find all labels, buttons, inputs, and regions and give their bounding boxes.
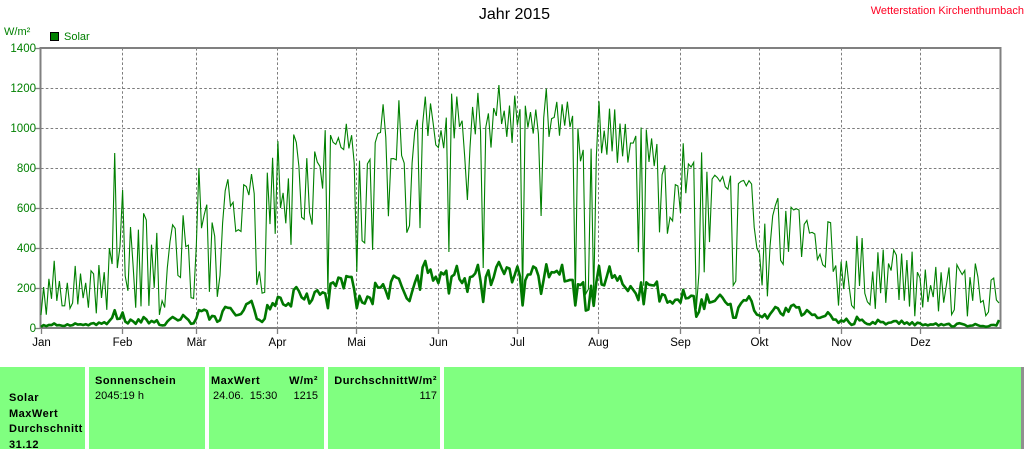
svg-text:Feb: Feb [113,337,133,349]
svg-text:200: 200 [17,283,36,295]
svg-text:Jun: Jun [429,337,448,349]
svg-text:Aug: Aug [588,337,608,349]
svg-text:0: 0 [30,323,36,335]
svg-text:Mai: Mai [347,337,366,349]
svg-text:Apr: Apr [269,337,287,349]
svg-text:1400: 1400 [10,43,36,55]
svg-text:600: 600 [17,203,36,215]
svg-text:1000: 1000 [10,123,36,135]
svg-text:Dez: Dez [910,337,931,349]
svg-text:400: 400 [17,243,36,255]
svg-text:Jul: Jul [510,337,525,349]
svg-text:800: 800 [17,163,36,175]
svg-text:1200: 1200 [10,83,36,95]
svg-text:Okt: Okt [751,337,770,349]
svg-text:Mär: Mär [187,337,207,349]
svg-text:Sep: Sep [670,337,690,349]
svg-text:Nov: Nov [831,337,852,349]
svg-text:Jan: Jan [32,337,51,349]
